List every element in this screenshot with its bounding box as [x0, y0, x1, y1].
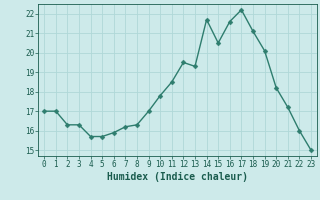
- X-axis label: Humidex (Indice chaleur): Humidex (Indice chaleur): [107, 172, 248, 182]
